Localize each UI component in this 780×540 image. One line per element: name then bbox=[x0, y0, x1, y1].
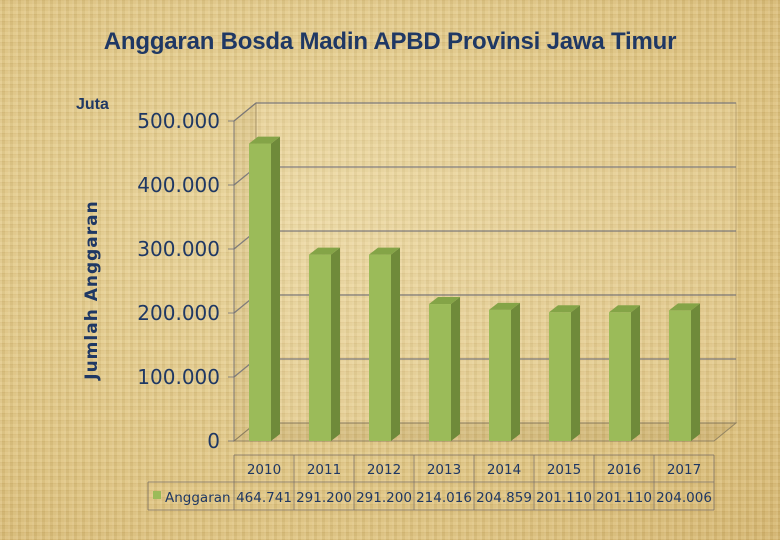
unit-label: Juta bbox=[76, 96, 109, 113]
bar bbox=[429, 297, 460, 441]
x-category-label: 2010 bbox=[247, 462, 281, 478]
bar bbox=[369, 247, 400, 441]
bar-top bbox=[609, 305, 640, 313]
bar-top bbox=[549, 305, 580, 313]
y-tick-label: 400.000 bbox=[137, 173, 220, 197]
y-tick-label: 100.000 bbox=[137, 365, 220, 389]
data-value-label: 201.110 bbox=[596, 490, 652, 506]
data-table: 2010 464.741 2011 291.200 2012 291.200 2013 214… bbox=[147, 454, 715, 511]
bar-front bbox=[609, 312, 631, 441]
data-value-label: 291.200 bbox=[356, 490, 412, 506]
data-value-label: 204.859 bbox=[476, 490, 532, 506]
bar bbox=[309, 247, 340, 441]
y-tick-label: 200.000 bbox=[137, 301, 220, 325]
bar bbox=[669, 303, 700, 441]
bar-side bbox=[331, 247, 340, 441]
bar-front bbox=[369, 254, 391, 441]
data-value-label: 201.110 bbox=[536, 490, 592, 506]
x-category-label: 2012 bbox=[367, 462, 401, 478]
bar-top bbox=[429, 297, 460, 305]
legend-swatch bbox=[153, 491, 161, 499]
y-tick-label: 0 bbox=[207, 429, 220, 453]
bar-side bbox=[511, 302, 520, 441]
data-value-label: 464.741 bbox=[236, 490, 292, 506]
bar-side bbox=[691, 303, 700, 441]
data-value-label: 204.006 bbox=[656, 490, 712, 506]
x-category-label: 2017 bbox=[667, 462, 701, 478]
bar-top bbox=[249, 136, 280, 144]
bar-side bbox=[451, 297, 460, 441]
bar-side bbox=[271, 136, 280, 441]
bar-front bbox=[489, 309, 511, 441]
x-category-label: 2016 bbox=[607, 462, 641, 478]
chart-title: Anggaran Bosda Madin APBD Provinsi Jawa … bbox=[103, 28, 677, 55]
bar-front bbox=[549, 312, 571, 441]
x-category-label: 2013 bbox=[427, 462, 461, 478]
x-category-label: 2014 bbox=[487, 462, 521, 478]
bars bbox=[249, 136, 700, 441]
gridline bbox=[233, 102, 736, 122]
bar-side bbox=[631, 305, 640, 441]
y-axis-ticks: 0 100.000 200.000 300.000 400.000 500.000 bbox=[137, 109, 235, 453]
bar bbox=[549, 305, 580, 441]
data-value-label: 214.016 bbox=[416, 490, 472, 506]
bar-front bbox=[249, 143, 271, 441]
bar-front bbox=[309, 254, 331, 441]
y-tick-label: 500.000 bbox=[137, 109, 220, 133]
bar-side bbox=[571, 305, 580, 441]
bar-side bbox=[391, 247, 400, 441]
x-category-label: 2015 bbox=[547, 462, 581, 478]
bar bbox=[489, 302, 520, 441]
bar-front bbox=[669, 310, 691, 441]
bar-top bbox=[369, 247, 400, 255]
bar-top bbox=[669, 303, 700, 311]
x-category-label: 2011 bbox=[307, 462, 341, 478]
bar-front bbox=[429, 304, 451, 441]
data-value-label: 291.200 bbox=[296, 490, 352, 506]
legend-label: Anggaran bbox=[165, 490, 231, 506]
bar-top bbox=[309, 247, 340, 255]
bar-top bbox=[489, 302, 520, 310]
bar bbox=[249, 136, 280, 441]
bar bbox=[609, 305, 640, 441]
y-tick-label: 300.000 bbox=[137, 237, 220, 261]
